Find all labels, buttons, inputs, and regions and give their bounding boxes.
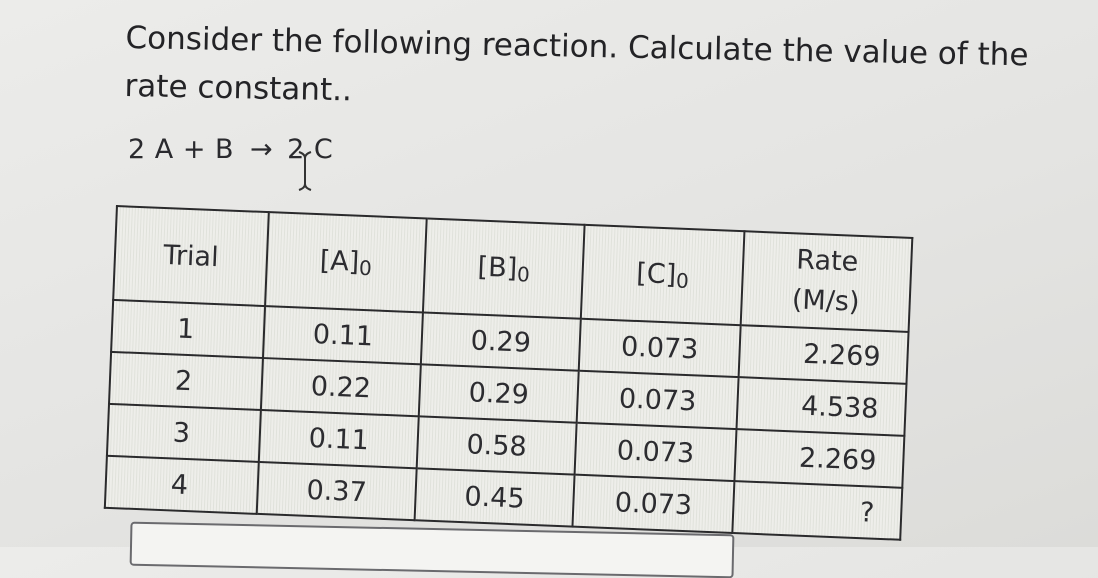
header-b-subscript: 0 [516, 261, 531, 287]
cell-a: 0.37 [256, 461, 417, 521]
reaction-equation: 2 A + B → 2 C [128, 134, 333, 165]
header-rate-unit: (M/s) [791, 284, 861, 318]
cell-a: 0.11 [258, 409, 419, 469]
cell-trial: 3 [106, 403, 261, 462]
header-c-subscript: 0 [675, 268, 690, 293]
cell-rate-unknown: ? [732, 481, 903, 540]
cell-a: 0.11 [262, 306, 423, 365]
header-b-label: [B] [477, 251, 518, 284]
data-table-container: Trial [A]0 [B]0 [C]0 Rate (M/s) 1 0.11 0.… [103, 205, 914, 541]
text-cursor-icon [298, 151, 312, 191]
cell-b: 0.29 [420, 312, 581, 371]
header-c-label: [C] [635, 257, 677, 291]
header-concentration-b: [B]0 [422, 218, 585, 319]
reaction-products: 2 C [287, 134, 334, 165]
header-a-subscript: 0 [358, 255, 373, 280]
reaction-reactants: 2 A + B [128, 134, 235, 165]
header-trial: Trial [113, 206, 269, 307]
cell-c: 0.073 [578, 318, 741, 378]
header-rate: Rate (M/s) [740, 231, 913, 332]
cell-b: 0.58 [416, 416, 577, 475]
rate-data-table: Trial [A]0 [B]0 [C]0 Rate (M/s) 1 0.11 0.… [103, 205, 914, 541]
header-a-label: [A] [319, 244, 360, 278]
cell-rate: 4.538 [736, 377, 907, 436]
cell-c: 0.073 [576, 370, 739, 430]
cell-trial: 4 [104, 455, 259, 514]
cell-a: 0.22 [260, 358, 421, 417]
cell-rate: 2.269 [734, 429, 905, 488]
header-rate-label: Rate [795, 244, 859, 278]
cell-b: 0.45 [414, 468, 575, 527]
cell-c: 0.073 [574, 422, 737, 482]
cell-b: 0.29 [418, 364, 579, 423]
header-concentration-c: [C]0 [580, 224, 745, 326]
cell-trial: 2 [109, 351, 263, 410]
header-concentration-a: [A]0 [265, 212, 427, 313]
question-text: Consider the following reaction. Calcula… [124, 19, 1029, 109]
cell-trial: 1 [111, 299, 266, 359]
cell-c: 0.073 [572, 474, 735, 533]
reaction-arrow: → [250, 134, 274, 165]
header-trial-label: Trial [162, 239, 220, 273]
cell-rate: 2.269 [738, 325, 909, 384]
